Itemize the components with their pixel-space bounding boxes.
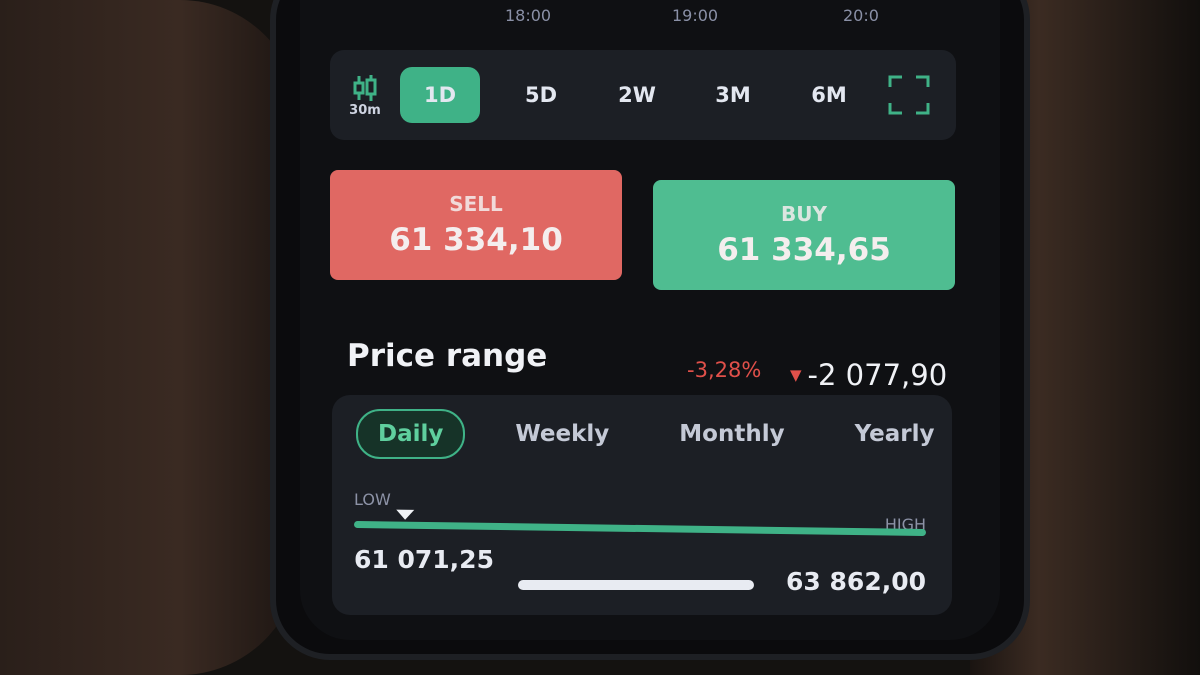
tab-weekly[interactable]: Weekly — [515, 421, 610, 447]
down-triangle-icon: ▼ — [790, 366, 802, 384]
interval-label: 30m — [349, 102, 381, 118]
interval-selector[interactable]: 30m — [330, 73, 400, 118]
sell-label: SELL — [449, 192, 503, 216]
range-3m-button[interactable]: 3M — [715, 83, 751, 107]
sell-price: 61 334,10 — [389, 222, 563, 258]
buy-price: 61 334,65 — [717, 232, 891, 268]
change-value: -2 077,90 — [807, 358, 948, 392]
tab-yearly[interactable]: Yearly — [854, 421, 935, 447]
hand-left — [0, 0, 300, 675]
period-tabs: Daily Weekly Monthly Yearly — [356, 409, 955, 459]
buy-label: BUY — [781, 202, 827, 226]
app-screen: 18:00 19:00 20:0 30m 1D 5D 2W 3M 6M SELL… — [300, 0, 1000, 640]
time-tick: 19:00 — [672, 6, 719, 25]
range-1d-button[interactable]: 1D — [400, 67, 480, 123]
time-tick: 20:0 — [843, 6, 879, 25]
change-percent: -3,28% — [687, 358, 762, 382]
range-2w-button[interactable]: 2W — [618, 83, 656, 107]
range-5d-button[interactable]: 5D — [524, 83, 558, 107]
time-tick: 18:00 — [505, 6, 552, 25]
timeframe-toolbar: 30m 1D 5D 2W 3M 6M — [330, 50, 956, 140]
low-label: LOW — [354, 490, 391, 509]
candlestick-icon — [353, 74, 377, 101]
tab-daily[interactable]: Daily — [356, 409, 466, 459]
section-title: Price range — [347, 338, 548, 374]
buy-button[interactable]: BUY 61 334,65 — [653, 180, 955, 290]
change-value-group: ▼ -2 077,90 — [790, 358, 947, 392]
fullscreen-icon[interactable] — [888, 75, 930, 115]
tab-monthly[interactable]: Monthly — [679, 421, 785, 447]
range-6m-button[interactable]: 6M — [811, 83, 847, 107]
price-range-card: Daily Weekly Monthly Yearly LOW HIGH 61 … — [332, 395, 952, 615]
low-value: 61 071,25 — [354, 545, 494, 574]
high-value: 63 862,00 — [786, 567, 926, 596]
time-axis: 18:00 19:00 20:0 — [300, 6, 1000, 30]
current-price-marker — [396, 509, 415, 520]
home-indicator[interactable] — [518, 580, 754, 590]
sell-button[interactable]: SELL 61 334,10 — [330, 170, 622, 280]
range-bar — [353, 509, 927, 536]
